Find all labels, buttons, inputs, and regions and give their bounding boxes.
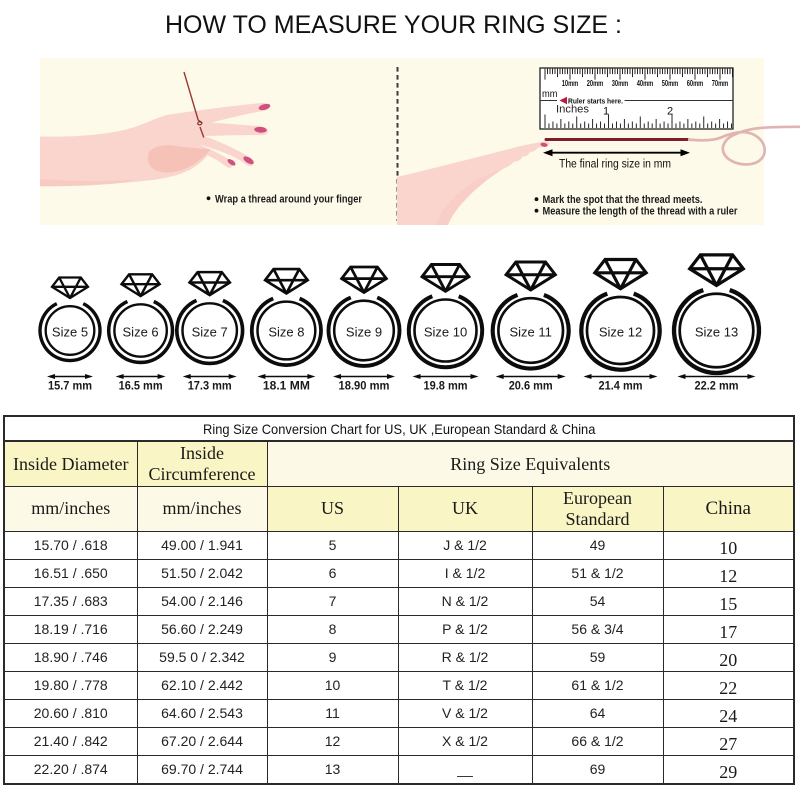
svg-text:16.5 mm: 16.5 mm [119, 379, 163, 393]
svg-text:17.3 mm: 17.3 mm [188, 379, 232, 393]
svg-text:22.2 mm: 22.2 mm [695, 379, 739, 393]
svg-text:Measure the length of the thre: Measure the length of the thread with a … [543, 206, 739, 218]
svg-text:60mm: 60mm [687, 79, 704, 88]
svg-text:18.1 MM: 18.1 MM [263, 379, 310, 393]
svg-text:Inches: Inches [556, 104, 589, 116]
svg-text:Size 7: Size 7 [192, 325, 228, 340]
svg-text:Size 8: Size 8 [268, 325, 304, 340]
svg-text:18.90 mm: 18.90 mm [339, 379, 390, 393]
svg-text:Size 11: Size 11 [509, 325, 551, 340]
svg-text:21.4 mm: 21.4 mm [599, 379, 643, 393]
svg-text:Size 10: Size 10 [424, 325, 467, 340]
svg-text:15.7 mm: 15.7 mm [48, 379, 92, 393]
svg-text:10mm: 10mm [562, 79, 579, 88]
svg-text:19.8 mm: 19.8 mm [424, 379, 468, 393]
svg-text:Size 13: Size 13 [695, 325, 738, 340]
svg-text:mm: mm [542, 88, 558, 100]
svg-text:Size 12: Size 12 [599, 325, 642, 340]
svg-text:30mm: 30mm [612, 79, 629, 88]
svg-text:Mark the spot that the thread: Mark the spot that the thread meets. [543, 194, 703, 206]
svg-text:20mm: 20mm [587, 79, 604, 88]
svg-text:70mm: 70mm [712, 79, 729, 88]
svg-text:20.6 mm: 20.6 mm [509, 379, 553, 393]
svg-text:40mm: 40mm [637, 79, 654, 88]
svg-text:Ruler starts here.: Ruler starts here. [568, 96, 623, 105]
svg-text:1: 1 [603, 106, 609, 118]
svg-text:Size 6: Size 6 [123, 325, 159, 340]
svg-text:Size 9: Size 9 [346, 325, 382, 340]
svg-text:Size 5: Size 5 [52, 325, 88, 340]
svg-text:50mm: 50mm [662, 79, 679, 88]
svg-text:The final ring size in mm: The final ring size in mm [559, 156, 671, 170]
svg-text:Wrap a thread around your fing: Wrap a thread around your finger [215, 193, 363, 205]
svg-text:2: 2 [667, 106, 673, 118]
